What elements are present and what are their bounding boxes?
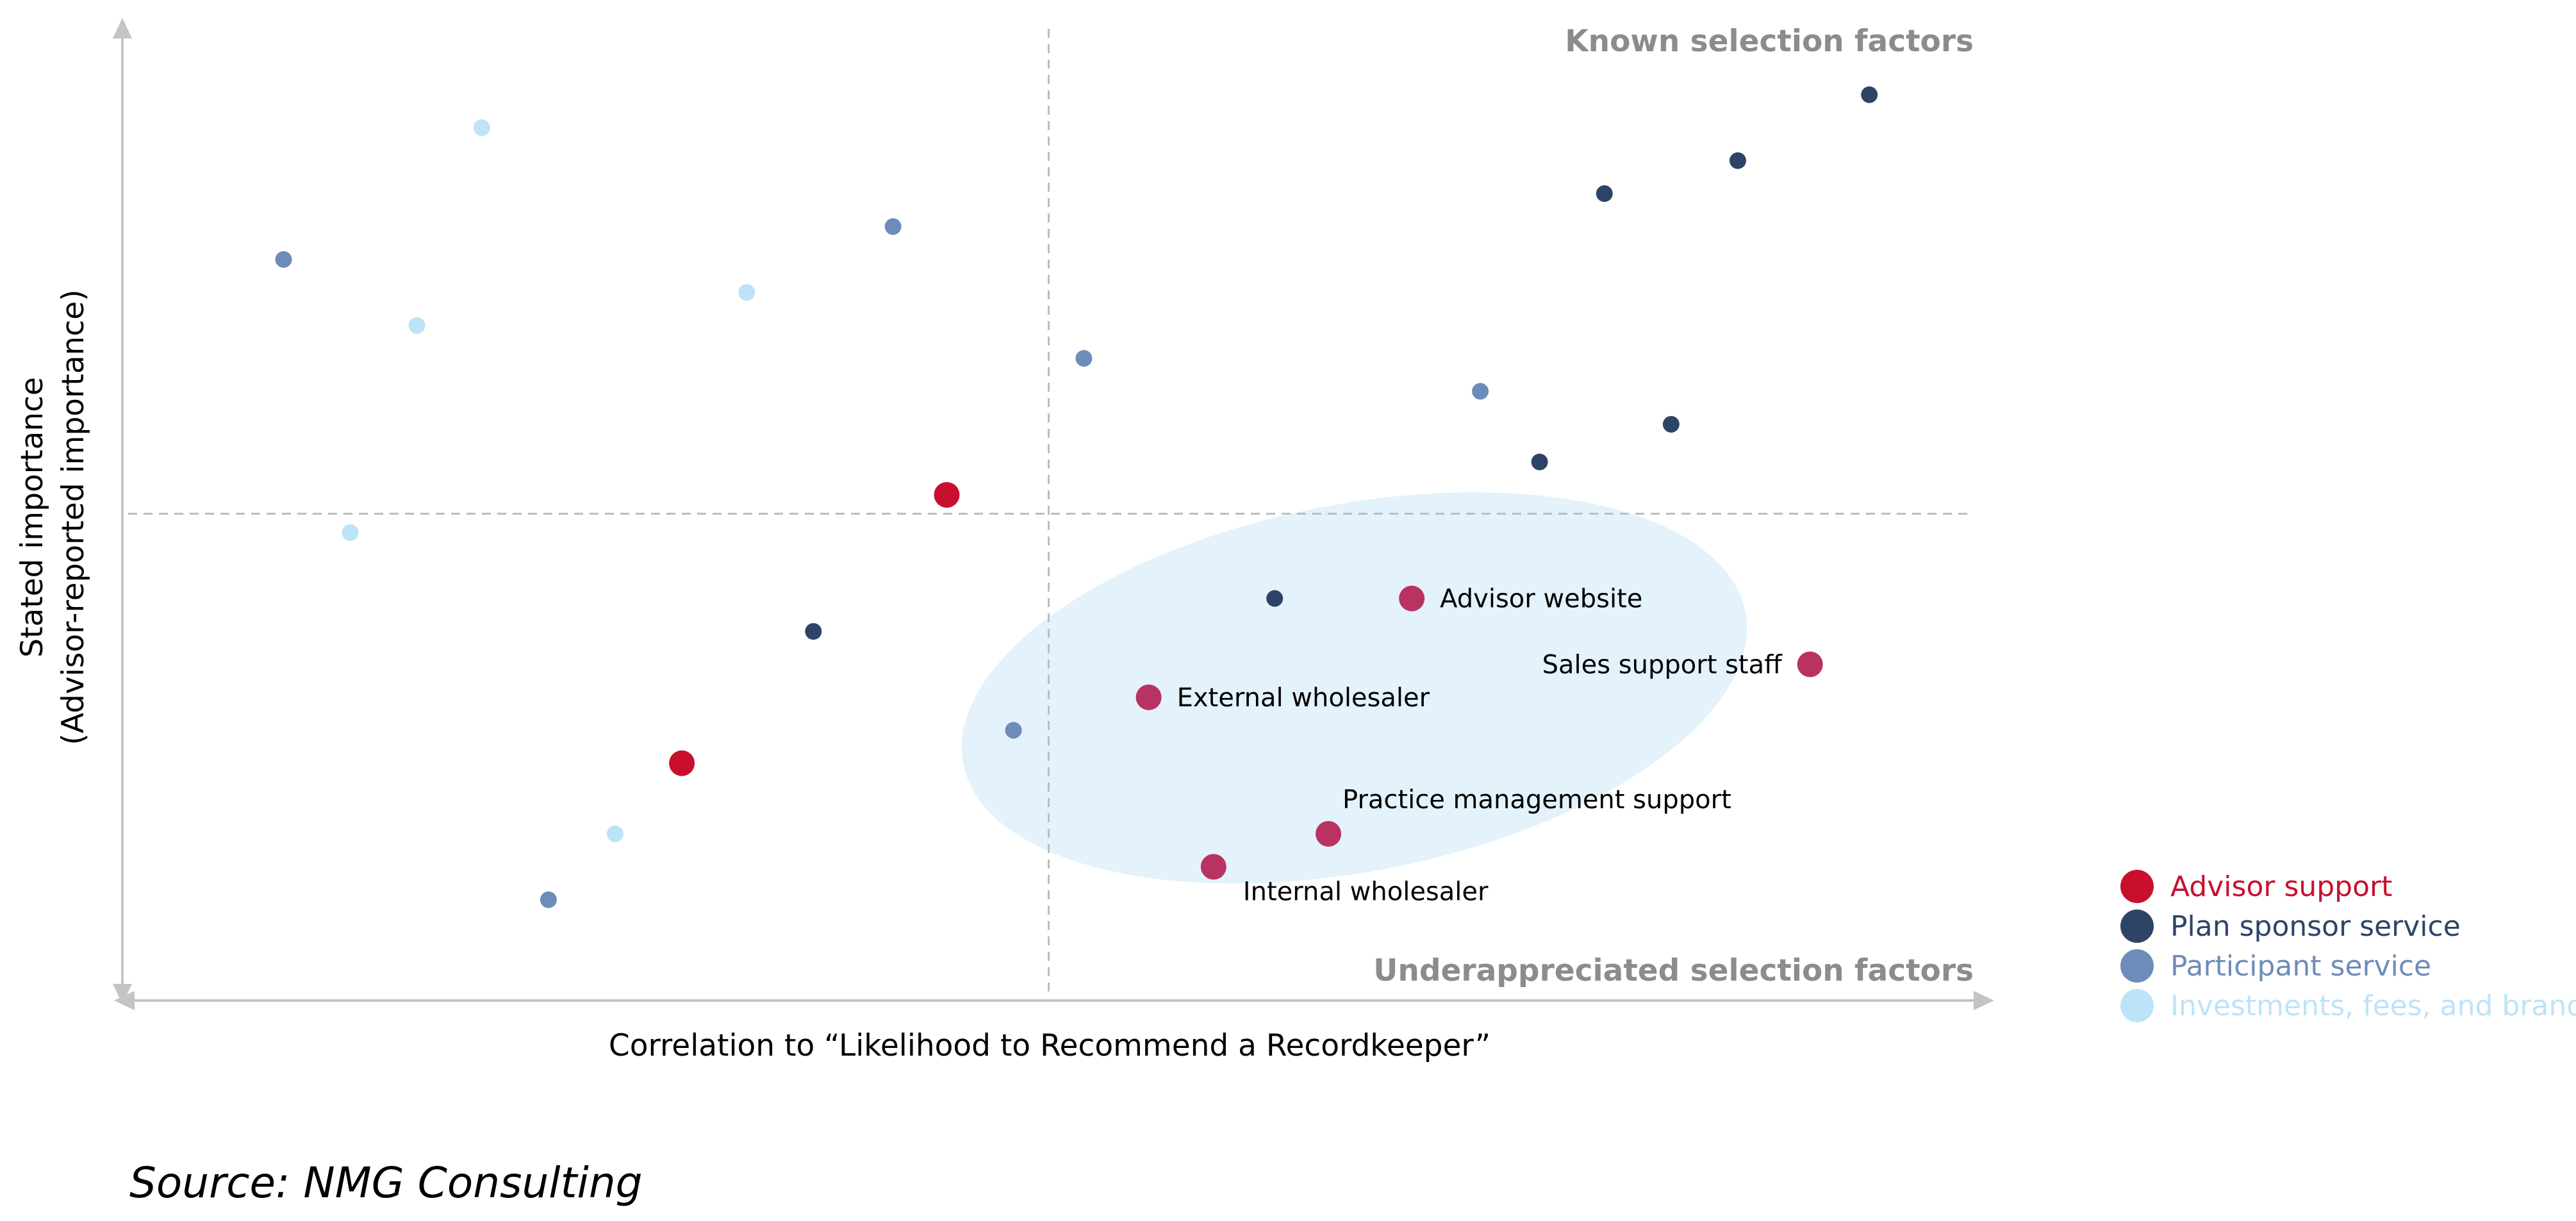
source-note: Source: NMG Consulting bbox=[129, 1158, 643, 1208]
y-axis-title-line-1: Stated importance bbox=[15, 377, 50, 658]
underappreciated-region-highlight bbox=[961, 492, 1747, 884]
x-axis-arrow-right bbox=[1974, 991, 1994, 1010]
point-participant-service-6 bbox=[540, 891, 557, 908]
point-plan-sponsor-service-7 bbox=[805, 623, 822, 640]
point-participant-service-4 bbox=[1472, 383, 1489, 400]
point-investments-fees-and-brand-3 bbox=[738, 284, 755, 301]
point-investments-fees-and-brand-2 bbox=[408, 317, 425, 334]
point-participant-service-1 bbox=[275, 251, 292, 268]
y-axis-arrow-bottom bbox=[113, 984, 132, 1004]
point-participant-service-5 bbox=[1005, 722, 1022, 739]
legend-marker-advisor-support bbox=[2120, 870, 2154, 903]
legend-marker-plan-sponsor-service bbox=[2120, 910, 2154, 943]
point-participant-service-2 bbox=[884, 218, 902, 235]
point-plan-sponsor-service-6 bbox=[1266, 590, 1284, 607]
label-external-wholesaler: External wholesaler bbox=[1177, 683, 1430, 713]
legend-label-investments-fees-and-brand: Investments, fees, and brand bbox=[2170, 990, 2576, 1022]
legend-label-participant-service: Participant service bbox=[2170, 950, 2431, 983]
label-practice-management-support: Practice management support bbox=[1342, 785, 1731, 815]
legend-label-advisor-support: Advisor support bbox=[2170, 870, 2392, 903]
point-external-wholesaler bbox=[1135, 684, 1162, 710]
data-points bbox=[275, 86, 1878, 908]
label-sales-support-staff: Sales support staff bbox=[1542, 651, 1783, 680]
quadrant-label-underappreciated: Underappreciated selection factors bbox=[1373, 953, 1974, 988]
legend-marker-participant-service bbox=[2120, 949, 2154, 983]
point-advisor-support-1 bbox=[934, 482, 960, 508]
point-investments-fees-and-brand-1 bbox=[473, 119, 490, 137]
point-investments-fees-and-brand-5 bbox=[607, 825, 624, 842]
legend-label-plan-sponsor-service: Plan sponsor service bbox=[2170, 910, 2461, 943]
quadrant-label-known: Known selection factors bbox=[1565, 24, 1974, 59]
y-axis-title-line-2: (Advisor-reported importance) bbox=[56, 290, 91, 745]
point-plan-sponsor-service-3 bbox=[1596, 185, 1613, 203]
x-axis-arrow-left bbox=[114, 991, 135, 1010]
point-participant-service-3 bbox=[1075, 350, 1093, 367]
point-plan-sponsor-service-4 bbox=[1662, 415, 1680, 433]
legend: Advisor support Plan sponsor service Parti… bbox=[2120, 870, 2576, 1022]
highlighted-points: Advisor website Sales support staff Extern… bbox=[1135, 585, 1823, 906]
label-advisor-website: Advisor website bbox=[1440, 585, 1642, 614]
y-axis-arrow-top bbox=[113, 18, 132, 38]
x-axis-title: Correlation to “Likelihood to Recommend … bbox=[609, 1028, 1490, 1063]
point-plan-sponsor-service-5 bbox=[1531, 453, 1548, 470]
point-practice-management-support bbox=[1316, 820, 1342, 847]
point-internal-wholesaler bbox=[1200, 854, 1226, 880]
point-advisor-website bbox=[1399, 585, 1425, 611]
point-plan-sponsor-service-2 bbox=[1729, 152, 1746, 169]
point-plan-sponsor-service-1 bbox=[1861, 86, 1878, 103]
label-internal-wholesaler: Internal wholesaler bbox=[1243, 877, 1489, 906]
point-sales-support-staff bbox=[1797, 651, 1823, 677]
point-advisor-support-2 bbox=[669, 750, 695, 776]
legend-marker-investments-fees-and-brand bbox=[2120, 989, 2154, 1022]
y-axis-title: Stated importance (Advisor-reported impo… bbox=[15, 290, 91, 745]
point-investments-fees-and-brand-4 bbox=[342, 524, 359, 541]
